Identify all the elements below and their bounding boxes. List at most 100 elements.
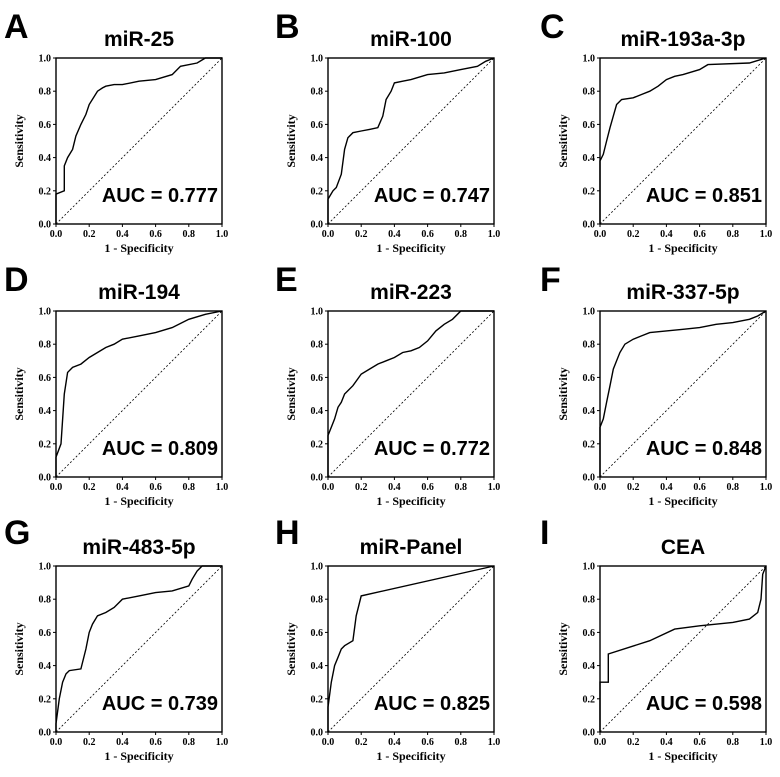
- x-tick-label: 0.8: [183, 229, 196, 240]
- x-tick-label: 0.4: [388, 229, 401, 240]
- auc-label: AUC = 0.739: [102, 693, 218, 715]
- reference-diagonal: [55, 310, 223, 478]
- panel-letter: I: [540, 514, 549, 552]
- y-tick-label: 1.0: [39, 54, 52, 65]
- x-axis-label: 1 - Specificity: [104, 241, 173, 255]
- x-tick-label: 0.6: [693, 229, 706, 240]
- y-axis-label: Sensitivity: [556, 367, 570, 420]
- auc-label: AUC = 0.777: [102, 185, 218, 207]
- panel-letter: D: [4, 261, 29, 299]
- auc-label: AUC = 0.772: [374, 438, 490, 460]
- plot-frame: [327, 310, 495, 478]
- y-tick-label: 0.6: [311, 373, 324, 384]
- y-tick-label: 1.0: [311, 307, 324, 318]
- plot-frame: [599, 565, 767, 733]
- y-axis-label: Sensitivity: [284, 367, 298, 420]
- x-tick-label: 1.0: [216, 482, 229, 493]
- chart-title: miR-25: [104, 28, 174, 51]
- chart-title: miR-193a-3p: [621, 28, 746, 51]
- y-tick-label: 1.0: [583, 562, 596, 573]
- y-tick-label: 0.2: [39, 694, 52, 705]
- x-tick-label: 0.8: [727, 229, 740, 240]
- reference-diagonal: [327, 57, 495, 225]
- y-tick-label: 0.2: [39, 439, 52, 450]
- y-tick-label: 1.0: [39, 307, 52, 318]
- y-tick-label: 0.0: [583, 473, 596, 484]
- auc-label: AUC = 0.809: [102, 438, 218, 460]
- roc-curve: [55, 57, 222, 224]
- x-tick-label: 0.2: [355, 737, 368, 748]
- x-tick-label: 0.4: [660, 229, 673, 240]
- panel-letter: C: [540, 8, 565, 46]
- x-tick-label: 0.0: [50, 482, 63, 493]
- x-tick-label: 0.2: [83, 737, 96, 748]
- y-tick-label: 0.4: [311, 406, 324, 417]
- x-tick-label: 0.8: [183, 737, 196, 748]
- y-tick-label: 0.0: [39, 728, 52, 739]
- x-tick-label: 0.0: [322, 229, 335, 240]
- roc-curve: [55, 310, 223, 477]
- x-tick-label: 0.8: [455, 229, 468, 240]
- roc-curve: [599, 565, 767, 732]
- chart-title: miR-337-5p: [626, 281, 739, 304]
- x-tick-label: 0.4: [116, 482, 129, 493]
- y-axis-label: Sensitivity: [12, 114, 26, 167]
- x-tick-label: 0.6: [421, 229, 434, 240]
- y-tick-label: 0.4: [39, 661, 52, 672]
- chart-title: CEA: [661, 536, 705, 559]
- auc-label: AUC = 0.747: [374, 185, 490, 207]
- x-tick-label: 0.6: [421, 737, 434, 748]
- y-axis-label: Sensitivity: [556, 622, 570, 675]
- y-tick-label: 0.6: [311, 120, 324, 131]
- plot-frame: [327, 57, 495, 225]
- x-tick-label: 0.0: [594, 737, 607, 748]
- plot-frame: [327, 565, 495, 733]
- roc-curve: [327, 565, 495, 732]
- x-tick-label: 0.6: [693, 482, 706, 493]
- chart-title: miR-194: [98, 281, 180, 304]
- y-tick-label: 0.2: [583, 439, 596, 450]
- y-tick-label: 1.0: [583, 307, 596, 318]
- x-axis-label: 1 - Specificity: [376, 749, 445, 763]
- x-tick-label: 0.8: [455, 482, 468, 493]
- x-tick-label: 1.0: [760, 737, 773, 748]
- y-tick-label: 0.4: [583, 406, 596, 417]
- x-tick-label: 1.0: [760, 482, 773, 493]
- y-tick-label: 0.8: [311, 340, 324, 351]
- plot-frame: [599, 57, 767, 225]
- y-tick-label: 0.8: [311, 87, 324, 98]
- panel-letter: G: [4, 514, 30, 552]
- x-tick-label: 0.4: [660, 482, 673, 493]
- x-tick-label: 0.0: [594, 482, 607, 493]
- y-tick-label: 0.6: [583, 120, 596, 131]
- x-tick-label: 0.0: [50, 229, 63, 240]
- panel-letter: A: [4, 8, 29, 46]
- x-tick-label: 0.2: [627, 482, 640, 493]
- x-axis-label: 1 - Specificity: [376, 241, 445, 255]
- reference-diagonal: [55, 565, 223, 733]
- x-tick-label: 0.2: [355, 229, 368, 240]
- x-axis-label: 1 - Specificity: [648, 749, 717, 763]
- x-tick-label: 0.6: [149, 737, 162, 748]
- y-tick-label: 1.0: [311, 562, 324, 573]
- chart-title: miR-100: [370, 28, 452, 51]
- x-tick-label: 1.0: [488, 482, 501, 493]
- roc-curve: [55, 565, 222, 732]
- y-tick-label: 0.2: [311, 186, 324, 197]
- y-tick-label: 1.0: [583, 54, 596, 65]
- plot-frame: [55, 310, 223, 478]
- x-tick-label: 0.2: [83, 482, 96, 493]
- x-tick-label: 1.0: [760, 229, 773, 240]
- reference-diagonal: [327, 565, 495, 733]
- y-tick-label: 0.2: [583, 186, 596, 197]
- auc-label: AUC = 0.848: [646, 438, 762, 460]
- x-tick-label: 0.6: [149, 229, 162, 240]
- y-tick-label: 0.8: [39, 87, 52, 98]
- x-tick-label: 0.4: [116, 737, 129, 748]
- y-tick-label: 0.8: [39, 595, 52, 606]
- y-tick-label: 0.6: [39, 628, 52, 639]
- y-tick-label: 1.0: [39, 562, 52, 573]
- y-axis-label: Sensitivity: [12, 367, 26, 420]
